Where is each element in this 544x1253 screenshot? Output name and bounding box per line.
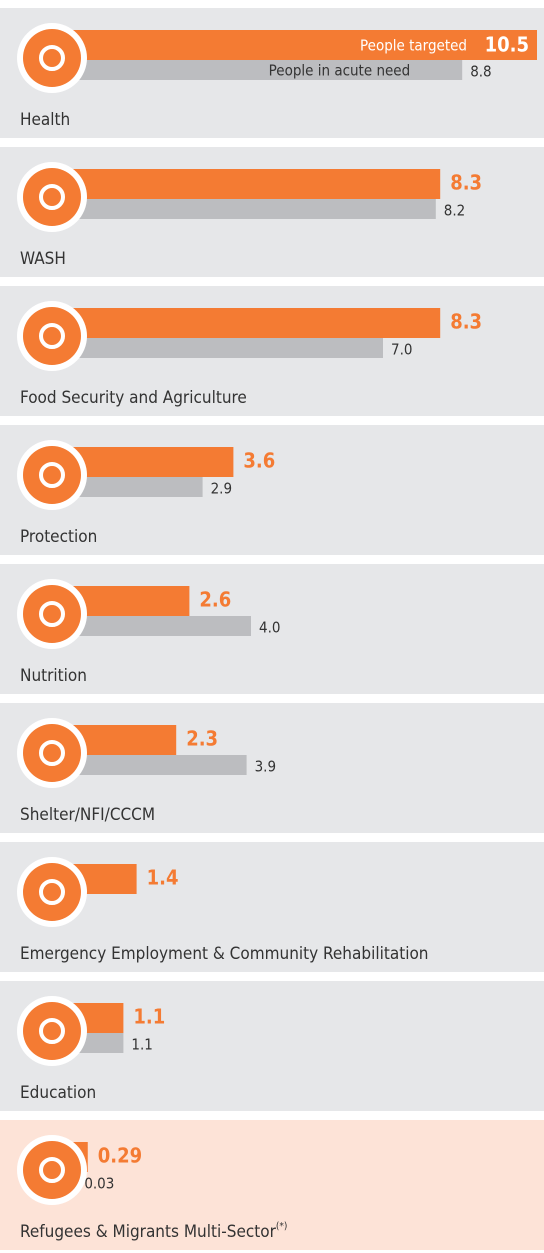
icon bbox=[23, 585, 81, 643]
bar bbox=[50, 199, 436, 219]
icon bbox=[23, 863, 81, 921]
bar bbox=[50, 477, 203, 497]
value-label: 8.3 bbox=[450, 310, 482, 334]
panel bbox=[0, 1120, 544, 1250]
icon bbox=[23, 307, 81, 365]
icon bbox=[23, 724, 81, 782]
category-label: Refugees & Migrants Multi-Sector(*) bbox=[20, 1221, 287, 1242]
legend-entry: People in acute need bbox=[269, 62, 411, 80]
icon bbox=[23, 29, 81, 87]
bar bbox=[50, 338, 383, 358]
bar bbox=[50, 616, 251, 636]
value-label: 1.1 bbox=[131, 1036, 152, 1054]
icon-glyph bbox=[39, 879, 65, 905]
category-label: Education bbox=[20, 1083, 96, 1103]
icon-glyph bbox=[39, 740, 65, 766]
icon-glyph bbox=[39, 184, 65, 210]
category-label: Protection bbox=[20, 527, 97, 547]
bar bbox=[50, 60, 463, 80]
category-label: Food Security and Agriculture bbox=[20, 388, 247, 408]
legend-entry: People targeted bbox=[360, 37, 467, 55]
bar bbox=[50, 30, 537, 60]
icon-glyph bbox=[39, 1018, 65, 1044]
value-label: 3.9 bbox=[255, 758, 276, 776]
bar bbox=[50, 308, 441, 338]
category-label: Emergency Employment & Community Rehabil… bbox=[20, 944, 429, 964]
bar bbox=[50, 169, 441, 199]
icon-glyph bbox=[39, 45, 65, 71]
bar bbox=[50, 755, 247, 775]
value-label: 0.03 bbox=[84, 1175, 114, 1193]
value-label: 7.0 bbox=[391, 341, 412, 359]
icon bbox=[23, 1141, 81, 1199]
category-label: Nutrition bbox=[20, 666, 87, 686]
icon bbox=[23, 168, 81, 226]
value-label: 0.29 bbox=[98, 1144, 142, 1168]
category-label: Shelter/NFI/CCCM bbox=[20, 805, 155, 825]
value-label: 8.8 bbox=[470, 63, 491, 81]
panel bbox=[0, 842, 544, 972]
value-label: 2.6 bbox=[199, 588, 231, 612]
value-label: 1.4 bbox=[147, 866, 179, 890]
icon-glyph bbox=[39, 601, 65, 627]
category-label: WASH bbox=[20, 249, 66, 269]
value-label: 10.5 bbox=[485, 33, 529, 57]
category-label: Health bbox=[20, 110, 70, 130]
value-label: 2.3 bbox=[186, 727, 218, 751]
value-label: 2.9 bbox=[211, 480, 232, 498]
icon bbox=[23, 446, 81, 504]
value-label: 3.6 bbox=[243, 449, 275, 473]
value-label: 8.2 bbox=[444, 202, 465, 220]
value-label: 1.1 bbox=[133, 1005, 165, 1029]
icon bbox=[23, 1002, 81, 1060]
footnote-marker: (*) bbox=[276, 1221, 288, 1232]
icon-glyph bbox=[39, 323, 65, 349]
value-label: 8.3 bbox=[450, 171, 482, 195]
icon-glyph bbox=[39, 462, 65, 488]
value-label: 4.0 bbox=[259, 619, 280, 637]
icon-glyph bbox=[39, 1157, 65, 1183]
